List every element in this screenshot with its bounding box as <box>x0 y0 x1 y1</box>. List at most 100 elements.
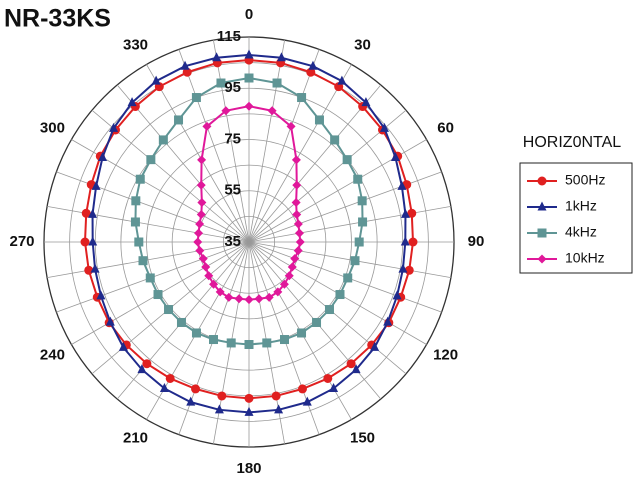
point <box>274 404 284 414</box>
point <box>134 237 144 247</box>
point <box>164 305 174 315</box>
angle-label: 300 <box>40 119 65 136</box>
point <box>291 197 301 207</box>
point <box>127 97 137 107</box>
point <box>198 254 208 264</box>
grid-spoke <box>248 241 451 278</box>
point <box>201 262 211 272</box>
point <box>379 122 389 132</box>
angle-label: 60 <box>437 119 454 136</box>
point <box>151 75 161 85</box>
point <box>295 237 305 247</box>
point <box>279 279 289 289</box>
grid-spoke <box>248 206 451 243</box>
point <box>284 271 294 281</box>
legend-marker <box>537 176 547 186</box>
chart-title: NR-33KS <box>4 5 111 33</box>
legend-marker <box>537 201 547 211</box>
point <box>226 338 236 348</box>
point <box>350 256 360 266</box>
angle-label: 0 <box>245 6 253 23</box>
point <box>293 219 303 229</box>
legend-title: HORIZ0NTAL <box>523 134 621 151</box>
point <box>212 52 222 62</box>
point <box>244 49 254 59</box>
point <box>80 237 90 247</box>
point <box>91 180 101 190</box>
grid-spoke <box>47 241 250 278</box>
point <box>88 208 98 218</box>
point <box>176 317 186 327</box>
point <box>221 106 231 116</box>
point <box>297 328 307 338</box>
point <box>109 122 119 132</box>
grid-spoke <box>178 49 250 243</box>
point <box>204 271 214 281</box>
r-tick-label: 75 <box>224 130 241 147</box>
point <box>88 236 98 246</box>
point <box>330 135 340 145</box>
point <box>81 208 91 218</box>
legend-marker <box>537 228 547 238</box>
point <box>254 294 264 304</box>
r-tick-label: 115 <box>217 28 241 45</box>
point <box>291 155 301 165</box>
point <box>180 60 190 70</box>
point <box>244 295 254 305</box>
r-tick-label: 55 <box>224 182 241 199</box>
point <box>153 290 163 300</box>
point <box>390 151 400 161</box>
point <box>186 396 196 406</box>
point <box>244 73 254 83</box>
point <box>297 384 307 394</box>
grid-spoke <box>248 49 320 243</box>
point <box>392 290 402 300</box>
point <box>118 341 128 351</box>
point <box>191 384 201 394</box>
point <box>244 101 254 111</box>
point <box>302 396 312 406</box>
point <box>323 373 333 383</box>
r-tick-label: 35 <box>224 233 241 250</box>
angle-label: 270 <box>9 233 34 250</box>
point <box>130 217 140 227</box>
point <box>293 246 303 256</box>
point <box>329 382 339 392</box>
point <box>272 78 282 88</box>
point <box>314 115 324 125</box>
point <box>346 359 356 369</box>
angle-label: 180 <box>236 460 261 477</box>
point <box>279 335 289 345</box>
point <box>383 316 393 326</box>
point <box>90 263 100 273</box>
point <box>195 219 205 229</box>
point <box>191 93 201 103</box>
point <box>306 67 316 77</box>
point <box>357 196 367 206</box>
point <box>353 174 363 184</box>
point <box>209 335 219 345</box>
point <box>195 246 205 256</box>
point <box>267 106 277 116</box>
point <box>292 180 302 190</box>
point <box>358 217 368 227</box>
point <box>159 382 169 392</box>
point <box>342 155 352 165</box>
angle-label: 210 <box>123 430 148 447</box>
point <box>324 305 334 315</box>
point <box>146 155 156 165</box>
point <box>262 338 272 348</box>
grid-spoke <box>146 64 250 243</box>
legend-label: 1kHz <box>565 198 597 214</box>
point <box>264 292 274 302</box>
point <box>370 341 380 351</box>
point <box>354 237 364 247</box>
grid-spoke <box>248 64 352 243</box>
point <box>408 237 418 247</box>
point <box>137 364 147 374</box>
legend-label: 4kHz <box>565 224 597 240</box>
point <box>215 287 225 297</box>
point <box>343 273 353 283</box>
point <box>407 208 417 218</box>
